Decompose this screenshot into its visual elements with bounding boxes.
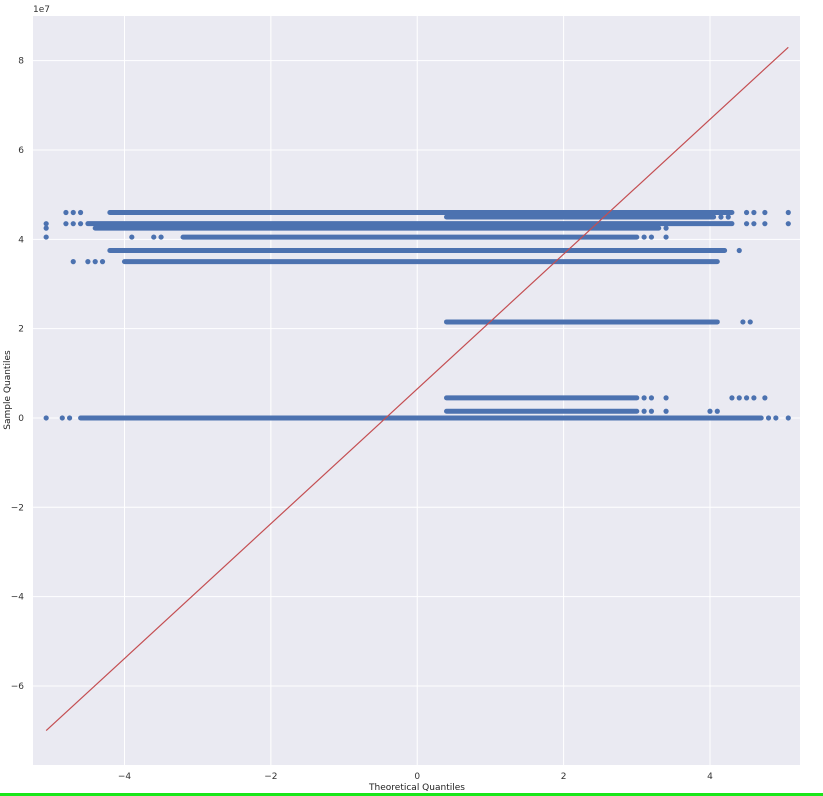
y-tick-label: −4 xyxy=(11,593,25,603)
sample-point xyxy=(43,225,49,231)
sample-point xyxy=(751,395,757,401)
x-tick-label: 4 xyxy=(707,772,713,782)
sample-point xyxy=(743,395,750,401)
window-bottom-border xyxy=(0,793,823,796)
sample-point xyxy=(663,225,669,231)
plot-area xyxy=(33,16,800,765)
x-tick-label: −4 xyxy=(118,772,132,782)
sample-point xyxy=(43,221,49,227)
reference-line xyxy=(45,46,789,732)
sample-point xyxy=(743,221,750,227)
sample-points xyxy=(43,209,791,421)
sample-point xyxy=(743,209,750,216)
sample-point xyxy=(92,259,98,265)
sample-point xyxy=(77,209,84,216)
x-tick-label: 2 xyxy=(561,772,567,782)
sample-point xyxy=(648,395,655,401)
sample-point xyxy=(648,234,655,240)
sample-point xyxy=(85,259,91,265)
sample-point xyxy=(762,395,768,401)
sample-point xyxy=(718,214,724,220)
sample-point xyxy=(641,234,647,240)
sample-point xyxy=(736,395,742,401)
sample-point xyxy=(714,408,720,414)
sample-point xyxy=(663,395,669,401)
y-axis-label: Sample Quantiles xyxy=(3,350,13,430)
sample-point xyxy=(785,415,791,421)
sample-point xyxy=(740,319,746,325)
reference-line-group xyxy=(45,46,789,732)
x-tick-labels: −4 −2 0 2 4 xyxy=(118,772,713,782)
sample-point xyxy=(66,415,73,421)
y-tick-label: 0 xyxy=(18,414,24,424)
sample-point xyxy=(151,234,157,240)
x-axis-label: Theoretical Quantiles xyxy=(368,783,465,793)
sample-point xyxy=(785,209,791,216)
sample-point xyxy=(663,234,669,240)
sample-point xyxy=(751,209,757,216)
x-tick-label: 0 xyxy=(414,772,420,782)
y-tick-label: 4 xyxy=(18,235,24,245)
sample-point xyxy=(648,408,655,414)
sample-point xyxy=(129,234,135,240)
sample-point xyxy=(736,247,742,254)
sample-point xyxy=(70,259,76,265)
sample-point xyxy=(77,221,84,227)
sample-point xyxy=(765,415,772,421)
y-tick-label: 6 xyxy=(18,146,24,156)
sample-point xyxy=(751,221,757,227)
sample-point xyxy=(158,234,164,240)
sample-point xyxy=(641,408,647,414)
sample-point xyxy=(70,221,76,227)
sample-point xyxy=(773,415,779,421)
y-tick-label: −2 xyxy=(11,503,24,513)
sample-point xyxy=(70,209,76,216)
sample-point xyxy=(729,395,735,401)
sample-point xyxy=(707,408,713,414)
sample-point xyxy=(747,319,753,325)
sample-point xyxy=(762,209,768,216)
sample-point xyxy=(63,209,69,216)
x-tick-label: −2 xyxy=(264,772,277,782)
y-tick-label: −6 xyxy=(11,682,25,692)
sample-point xyxy=(785,221,791,227)
sample-point xyxy=(663,408,669,414)
y-tick-label: 2 xyxy=(18,325,24,335)
sample-point xyxy=(43,415,49,421)
sample-point xyxy=(641,395,647,401)
sample-point xyxy=(43,234,49,240)
y-tick-labels: −6 −4 −2 0 2 4 6 8 xyxy=(11,57,25,692)
sample-point xyxy=(762,221,768,227)
y-offset-label: 1e7 xyxy=(33,5,50,15)
y-tick-label: 8 xyxy=(18,57,24,67)
sample-point xyxy=(63,221,69,227)
sample-point xyxy=(725,214,731,220)
sample-point xyxy=(99,259,106,265)
sample-point xyxy=(59,415,65,421)
